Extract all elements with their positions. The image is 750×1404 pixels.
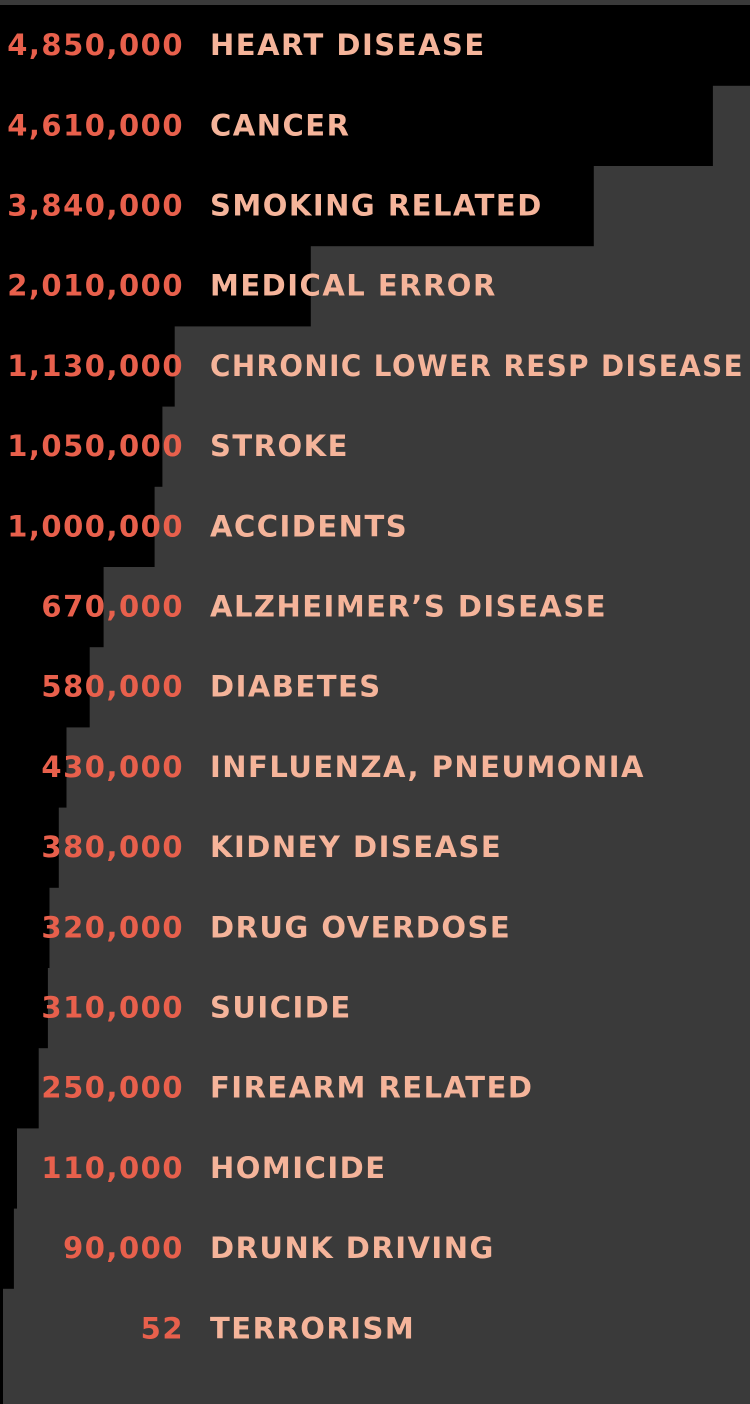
category-label: TERRORISM [210,1311,415,1345]
bar-16 [0,1288,3,1404]
bar-3 [0,245,311,327]
bars-group [0,5,750,1404]
category-label: KIDNEY DISEASE [210,830,502,864]
category-label: CHRONIC LOWER RESP DISEASE [210,349,744,383]
category-label: SUICIDE [210,991,352,1025]
category-label: HEART DISEASE [210,28,486,62]
bar-11 [0,887,50,968]
value-label: 580,000 [41,670,184,704]
bar-8 [0,646,90,728]
value-label: 430,000 [41,750,184,784]
bar-12 [0,967,48,1049]
value-label: 4,850,000 [7,28,184,62]
bar-1 [0,85,713,166]
bar-13 [0,1047,39,1129]
value-label: 2,010,000 [7,269,184,303]
bar-14 [0,1127,17,1209]
bar-15 [0,1208,14,1289]
top-border [0,0,750,5]
bar-5 [0,406,163,487]
category-label: DIABETES [210,670,382,704]
bar-6 [0,486,155,567]
value-label: 1,000,000 [7,509,184,543]
category-label: STROKE [210,429,349,463]
category-label: DRUNK DRIVING [210,1231,495,1265]
category-label: CANCER [210,108,350,142]
value-label: 320,000 [41,910,184,944]
category-label: DRUG OVERDOSE [210,910,511,944]
bar-7 [0,566,104,648]
value-label: 380,000 [41,830,184,864]
category-label: HOMICIDE [210,1151,387,1185]
bar-9 [0,726,67,808]
value-label: 90,000 [63,1231,184,1265]
bar-4 [0,325,175,407]
value-label: 3,840,000 [7,189,184,223]
bar-2 [0,165,594,247]
category-label: MEDICAL ERROR [210,269,497,303]
value-label: 110,000 [41,1151,184,1185]
bar-0 [0,5,750,86]
value-label: 310,000 [41,991,184,1025]
value-label: 670,000 [41,590,184,624]
category-label: SMOKING RELATED [210,189,543,223]
bar-10 [0,807,59,888]
labels-group: 4,850,000 HEART DISEASE 4,610,000 CANCER 3,8… [7,28,744,1345]
value-label: 52 [141,1311,184,1345]
category-label: ACCIDENTS [210,509,408,543]
value-label: 250,000 [41,1071,184,1105]
category-label: INFLUENZA, PNEUMONIA [210,750,645,784]
category-label: FIREARM RELATED [210,1071,533,1105]
value-label: 1,130,000 [7,349,184,383]
value-label: 4,610,000 [7,108,184,142]
value-label: 1,050,000 [7,429,184,463]
category-label: ALZHEIMER’S DISEASE [210,590,607,624]
